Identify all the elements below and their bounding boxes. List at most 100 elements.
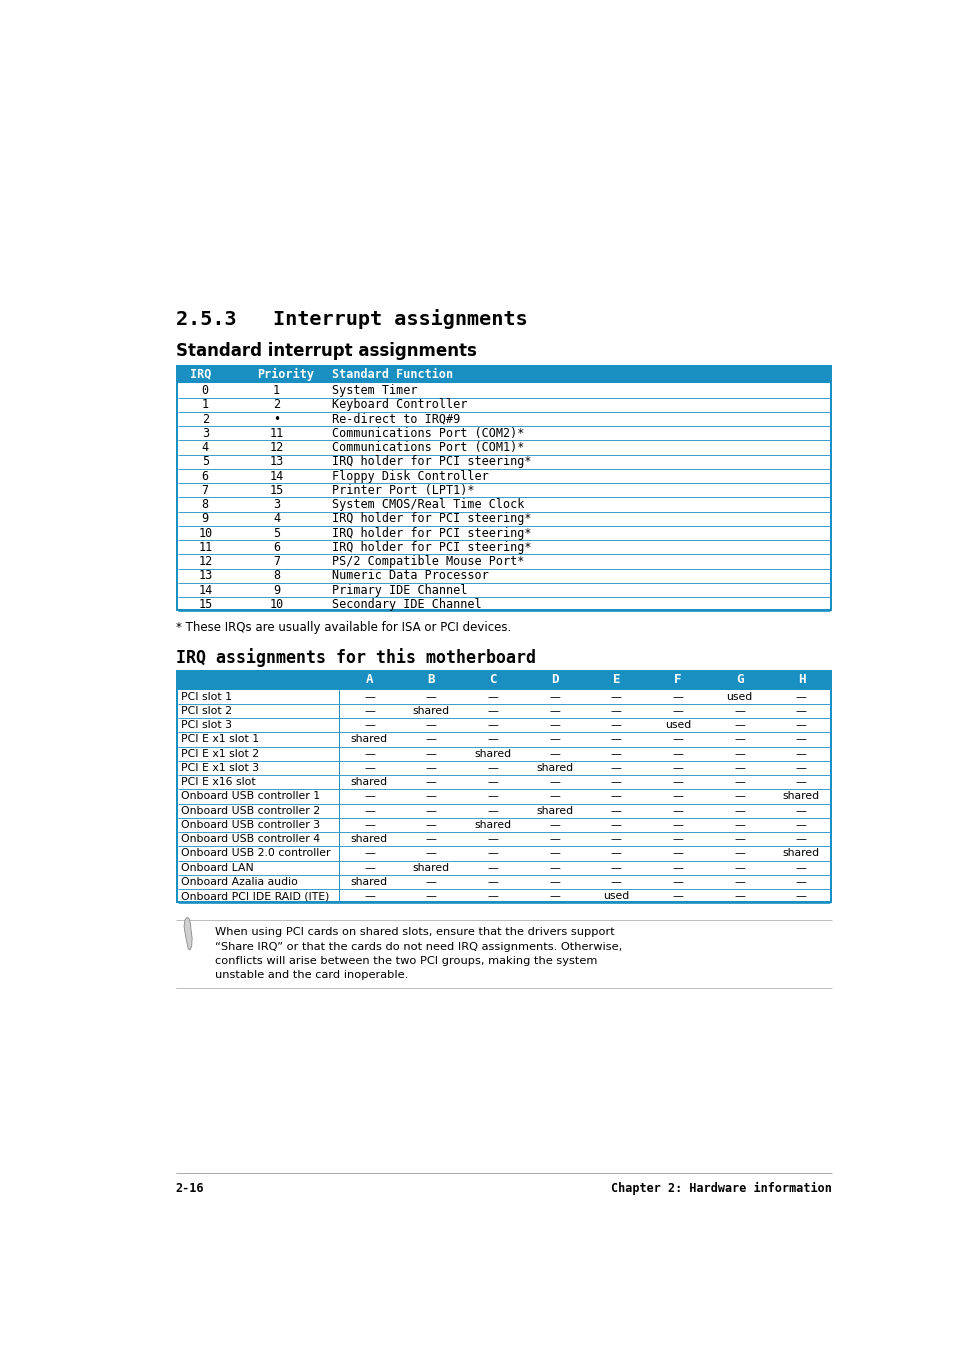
Text: —: — [549,792,559,801]
Text: 12: 12 [269,440,283,454]
Text: —: — [549,820,559,830]
Text: —: — [734,707,744,716]
Text: —: — [487,792,497,801]
Text: shared: shared [782,792,819,801]
Text: —: — [734,805,744,816]
Text: B: B [427,673,435,686]
Text: —: — [549,892,559,901]
Text: 10: 10 [198,527,213,539]
Text: Re-direct to IRQ#9: Re-direct to IRQ#9 [332,412,460,426]
Text: —: — [734,720,744,730]
Text: —: — [549,735,559,744]
Text: —: — [549,692,559,701]
Text: —: — [364,763,375,773]
Text: Onboard LAN: Onboard LAN [181,863,253,873]
Text: shared: shared [412,707,449,716]
Text: 5: 5 [273,527,280,539]
Text: —: — [734,848,744,858]
Text: —: — [795,692,806,701]
Text: Secondary IDE Channel: Secondary IDE Channel [332,597,481,611]
Text: —: — [610,792,621,801]
Text: 15: 15 [198,597,213,611]
Text: —: — [549,863,559,873]
Text: Printer Port (LPT1)*: Printer Port (LPT1)* [332,484,475,497]
Text: 4: 4 [273,512,280,526]
Text: —: — [610,763,621,773]
Text: 15: 15 [269,484,283,497]
Text: —: — [364,720,375,730]
Text: IRQ holder for PCI steering*: IRQ holder for PCI steering* [332,512,532,526]
Text: —: — [549,777,559,788]
Text: —: — [610,692,621,701]
Text: 13: 13 [198,569,213,582]
Text: —: — [364,820,375,830]
Text: —: — [672,892,682,901]
Text: —: — [487,877,497,886]
Text: —: — [795,820,806,830]
Text: 9: 9 [273,584,280,597]
Text: used: used [602,892,629,901]
Bar [175,365,831,612]
Text: PCI E x1 slot 2: PCI E x1 slot 2 [181,748,259,759]
Text: —: — [425,834,436,844]
Text: 4: 4 [201,440,209,454]
Text: —: — [549,834,559,844]
Bar [175,670,831,689]
Text: —: — [487,692,497,701]
Text: —: — [734,820,744,830]
Text: Standard interrupt assignments: Standard interrupt assignments [175,342,476,359]
Text: IRQ holder for PCI steering*: IRQ holder for PCI steering* [332,527,532,539]
Text: —: — [487,892,497,901]
Text: 7: 7 [273,555,280,567]
Text: PS/2 Compatible Mouse Port*: PS/2 Compatible Mouse Port* [332,555,524,567]
Text: shared: shared [536,763,573,773]
Text: PCI E x1 slot 3: PCI E x1 slot 3 [181,763,259,773]
Text: —: — [425,792,436,801]
Text: —: — [487,848,497,858]
Text: —: — [610,848,621,858]
Text: —: — [734,748,744,759]
Text: 3: 3 [273,499,280,511]
Text: —: — [795,748,806,759]
Text: •: • [273,412,280,426]
Text: —: — [734,735,744,744]
Text: —: — [364,848,375,858]
Text: Priority: Priority [257,367,314,381]
Text: System Timer: System Timer [332,384,417,397]
Text: —: — [487,735,497,744]
Text: —: — [734,777,744,788]
Text: —: — [425,820,436,830]
Text: —: — [364,707,375,716]
Text: —: — [734,834,744,844]
Bar [175,670,831,904]
Text: shared: shared [351,735,388,744]
Text: shared: shared [474,820,511,830]
Text: 8: 8 [201,499,209,511]
Text: Onboard USB 2.0 controller: Onboard USB 2.0 controller [181,848,331,858]
Text: —: — [425,777,436,788]
Text: 11: 11 [198,540,213,554]
Text: —: — [425,848,436,858]
Text: —: — [425,692,436,701]
Text: —: — [734,792,744,801]
Text: 13: 13 [269,455,283,469]
Text: —: — [672,777,682,788]
Text: —: — [610,805,621,816]
Text: —: — [672,707,682,716]
Text: —: — [610,707,621,716]
Text: —: — [734,877,744,886]
Text: When using PCI cards on shared slots, ensure that the drivers support
“Share IRQ: When using PCI cards on shared slots, en… [214,927,621,981]
Text: —: — [487,707,497,716]
Text: PCI E x1 slot 1: PCI E x1 slot 1 [181,735,259,744]
Text: —: — [734,763,744,773]
Text: —: — [610,863,621,873]
Text: —: — [425,805,436,816]
Text: 11: 11 [269,427,283,440]
Text: 14: 14 [198,584,213,597]
Text: shared: shared [351,777,388,788]
Text: Communications Port (COM2)*: Communications Port (COM2)* [332,427,524,440]
Text: —: — [487,834,497,844]
Text: used: used [726,692,752,701]
Text: —: — [672,820,682,830]
Text: —: — [795,863,806,873]
